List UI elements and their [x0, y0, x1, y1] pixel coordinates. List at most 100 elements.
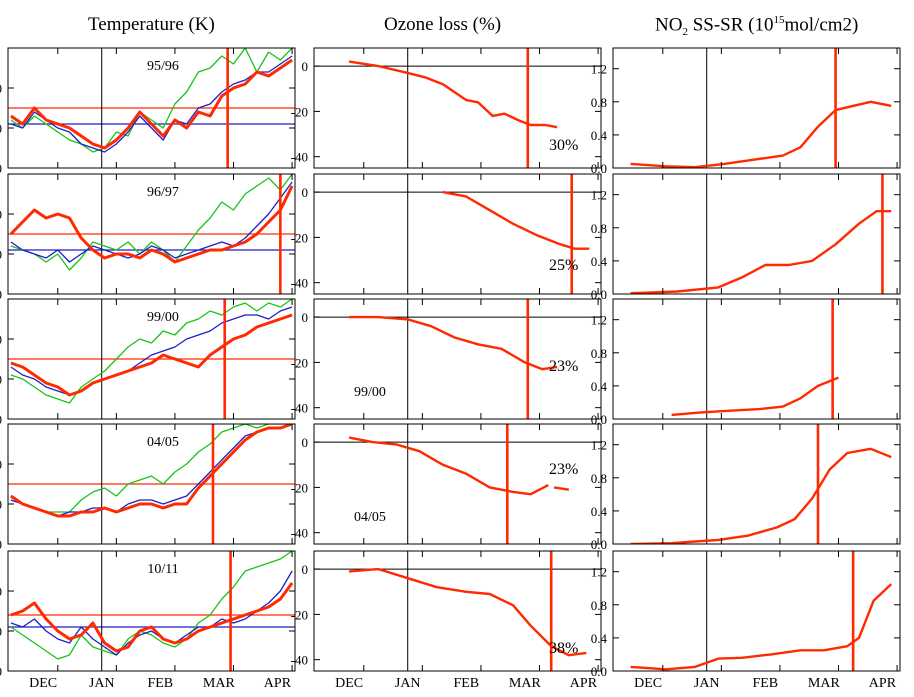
- panel-frame: [612, 47, 901, 169]
- panel-winter-label: 99/00: [354, 385, 386, 400]
- y-tick-label: 1.2: [591, 438, 607, 453]
- panel-winter-label: 95/96: [147, 59, 179, 74]
- x-tick-label: APR: [869, 676, 897, 691]
- panel-ozone-2: 0 -20 -40 99/00 23%: [291, 298, 602, 420]
- series-green-line: [10, 424, 293, 513]
- panel-winter-label: 96/97: [147, 185, 179, 200]
- series-red-line: [630, 583, 893, 671]
- x-tick-label: FEB: [147, 676, 173, 691]
- series-green-line: [10, 174, 293, 271]
- no2-title-subscript: 2: [682, 26, 688, 39]
- panel-no2-1: 0.0 0.4 0.8 1.2: [591, 173, 901, 302]
- panel-no2-3: 0.0 0.4 0.8 1.2: [591, 423, 901, 552]
- y-tick-label: -40: [291, 526, 308, 541]
- series-red-line: [348, 60, 558, 129]
- y-tick-label: 0.8: [591, 95, 607, 110]
- y-tick-label: 190: [0, 497, 2, 512]
- series-blue-line: [10, 55, 293, 153]
- y-tick-label: -20: [291, 607, 308, 622]
- y-tick-label: 180: [0, 537, 2, 552]
- x-tick-label: DEC: [29, 676, 57, 691]
- no2-title-mid: SS-SR (10: [687, 14, 774, 36]
- x-tick-label: JAN: [89, 676, 115, 691]
- series-blue-line: [10, 181, 293, 263]
- panel-ozone-1: 0 -20 -40 25%: [291, 173, 602, 295]
- y-tick-label: 0.4: [591, 254, 608, 269]
- panel-frame: [7, 550, 296, 672]
- y-tick-label: 180: [0, 412, 2, 427]
- y-tick-label: 180: [0, 664, 2, 679]
- y-tick-label: 180: [0, 287, 2, 302]
- plot-area: [314, 174, 601, 294]
- y-tick-label: 0.0: [591, 287, 607, 302]
- y-tick-label: 0.8: [591, 598, 607, 613]
- y-tick-label: 0.4: [591, 631, 608, 646]
- y-tick-label: -20: [291, 104, 308, 119]
- ozone-loss-percent-label: 23%: [549, 461, 578, 478]
- y-tick-label: 1.2: [591, 62, 607, 77]
- panel-temperature-4: 180 190 200 DEC JAN FEB MAR APR 10/11: [0, 550, 296, 691]
- no2-title-main: NO: [655, 14, 683, 36]
- x-tick-label: FEB: [752, 676, 778, 691]
- series-blue-line: [10, 306, 293, 396]
- panel-frame: [612, 298, 901, 420]
- x-tick-label: JAN: [395, 676, 421, 691]
- panel-frame: [612, 550, 901, 672]
- y-tick-label: 200: [0, 457, 2, 472]
- series-red-line: [10, 424, 293, 518]
- series-blue-line: [10, 570, 293, 656]
- ozone-loss-percent-label: 25%: [549, 257, 578, 274]
- series-red-line: [9, 185, 294, 264]
- panel-ozone-3: 0 -20 -40 04/05 23%: [291, 423, 602, 545]
- panel-no2-0: 0.0 0.4 0.8 1.2: [591, 47, 901, 176]
- series-green-line: [10, 299, 293, 404]
- y-tick-label: 0.0: [591, 412, 607, 427]
- y-tick-label: 0: [302, 562, 309, 577]
- series-red-tail: [553, 486, 569, 491]
- x-tick-label: JAN: [694, 676, 720, 691]
- series-red-line: [348, 436, 549, 496]
- x-tick-label: MAR: [203, 676, 236, 691]
- panel-frame: [7, 298, 296, 420]
- panel-frame: [313, 298, 602, 420]
- y-tick-label: 190: [0, 121, 2, 136]
- plot-area: [8, 424, 295, 544]
- y-tick-label: 0: [302, 310, 309, 325]
- panel-ozone-0: 0 -20 -40 30%: [291, 47, 602, 169]
- y-tick-label: 0.8: [591, 471, 607, 486]
- y-tick-label: 0: [302, 435, 309, 450]
- series-red-line: [10, 58, 293, 150]
- y-tick-label: -40: [291, 276, 308, 291]
- ozone-loss-percent-label: 38%: [549, 640, 578, 657]
- no2-title-superscript: 15: [773, 14, 785, 26]
- y-tick-label: 180: [0, 161, 2, 176]
- x-tick-label: APR: [570, 676, 598, 691]
- y-tick-label: 190: [0, 624, 2, 639]
- y-tick-label: 0.8: [591, 346, 607, 361]
- panel-temperature-1: 180 190 200 96/97: [0, 173, 296, 302]
- y-tick-label: 1.2: [591, 313, 607, 328]
- y-tick-label: 190: [0, 372, 2, 387]
- panel-temperature-3: 180 190 200 04/05: [0, 423, 296, 552]
- panel-frame: [7, 47, 296, 169]
- x-tick-label: MAR: [808, 676, 841, 691]
- y-tick-label: -20: [291, 355, 308, 370]
- ozone-column-title: Ozone loss (%): [384, 14, 502, 35]
- temperature-column-title: Temperature (K): [88, 14, 215, 35]
- panel-frame: [612, 173, 901, 295]
- plot-area: [8, 551, 295, 671]
- panel-frame: [313, 423, 602, 545]
- plot-area: [314, 551, 601, 671]
- panel-no2-4: 0.0 0.4 0.8 1.2 DEC JAN FEB MAR APR: [591, 550, 901, 691]
- plot-area: [671, 299, 839, 419]
- y-tick-label: -40: [291, 401, 308, 416]
- y-tick-label: 0.0: [591, 161, 607, 176]
- x-tick-label: MAR: [509, 676, 542, 691]
- panel-frame: [313, 550, 602, 672]
- y-tick-label: 0.8: [591, 221, 607, 236]
- panel-frame: [7, 173, 296, 295]
- y-tick-label: 190: [0, 247, 2, 262]
- y-tick-label: 0.4: [591, 379, 608, 394]
- y-tick-label: 200: [0, 584, 2, 599]
